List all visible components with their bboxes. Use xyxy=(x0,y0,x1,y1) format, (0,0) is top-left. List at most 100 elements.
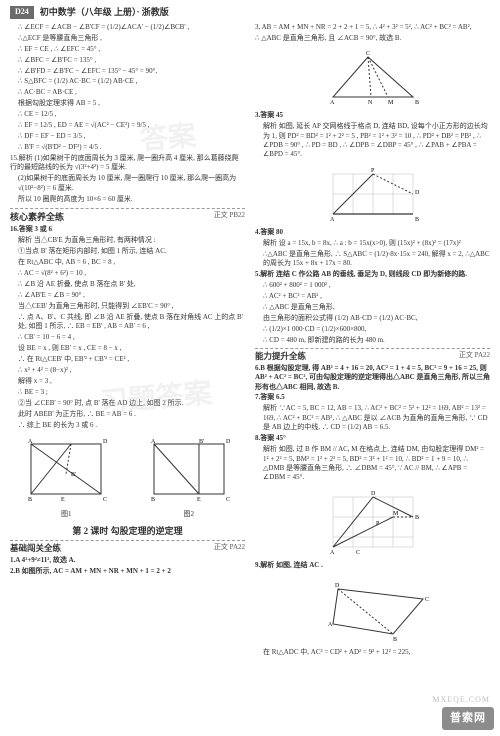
svg-text:N: N xyxy=(368,100,373,106)
svg-text:C: C xyxy=(356,550,360,556)
svg-text:D: D xyxy=(371,491,376,497)
svg-text:D: D xyxy=(335,583,340,589)
q5-step: ∴ (1/2)×1 000·CD = (1/2)×600×800, xyxy=(255,325,490,334)
q16-step: 解析 当△CB'E 为直角三角形时, 有两种情况 : xyxy=(10,236,245,245)
math-line: ∴△ECF 是等腰直角三角形 , xyxy=(10,34,245,43)
question-3: 3.答案 45 xyxy=(255,111,490,120)
q16-step: ∴ ∠AB'E = ∠B = 90° , xyxy=(10,291,245,300)
q16-step: ∴ ∠B 沿 AE 折叠, 使点 B 落在点 B' 处, xyxy=(10,280,245,289)
q5-step: 由三角形的面积公式得 (1/2) AB·CD = (1/2) AC·BC, xyxy=(255,314,490,323)
content-columns: ∴ ∠ECF = ∠ACB − ∠B'CF = (1/2)∠ACA' − (1/… xyxy=(0,23,500,659)
left-column: ∴ ∠ECF = ∠ACB − ∠B'CF = (1/2)∠ACA' − (1/… xyxy=(10,23,245,659)
figure-label: 图1 xyxy=(21,510,111,519)
q5-step: ∴ CD = 480 m, 即新建的路的长为 480 m. xyxy=(255,336,490,345)
math-line: ∴ △ABC 是直角三角形, 且 ∠ACB = 90°, 故选 B. xyxy=(255,34,490,43)
page-number-badge: D24 xyxy=(10,6,34,19)
svg-text:D: D xyxy=(103,439,108,445)
geometry-figure-icon: A D B C B' E xyxy=(21,434,111,504)
section-ref: 正文 PA22 xyxy=(459,351,490,360)
svg-text:C: C xyxy=(366,51,370,57)
figure-2: A D B C B' E 图2 xyxy=(144,434,234,519)
math-line: ∴ AC·BC = AB·CE , xyxy=(10,88,245,97)
math-line: ∴ DF = EF − ED = 3/5 , xyxy=(10,132,245,141)
q16-step: ∴ 点 A、B'、C 共线, 即 ∠B 沿 AE 折叠, 使点 B 落在对角线 … xyxy=(10,313,245,332)
svg-text:B: B xyxy=(415,217,419,223)
question-9: 9.解析 如图, 连结 AC . xyxy=(255,561,490,570)
svg-text:B: B xyxy=(393,637,397,643)
section-label: 核心素养全练 xyxy=(10,212,64,222)
q3-step: 解析 如图, 延长 AP 交网格线于格点 D, 连结 BD, 设每个小正方形的边… xyxy=(255,122,490,160)
geometry-figure-icon: A D B C B' E xyxy=(144,434,234,504)
question-1: 1.A 4²+9²≠11², 故选 A. xyxy=(10,556,245,565)
svg-text:A: A xyxy=(330,217,335,223)
figure-grid: A B P D xyxy=(255,164,490,224)
question-8: 8.答案 45° xyxy=(255,434,490,443)
math-line: ∴ ∠BFC = ∠B'FC = 135° , xyxy=(10,56,245,65)
question-15: 15.解析 (1)如果树干的底面周长为 3 厘米, 爬一圈升高 4 厘米, 那么… xyxy=(10,154,245,173)
math-line: ∴ EF = CE , ∴ ∠EFC = 45° , xyxy=(10,45,245,54)
q5-step: ∴ 600² + 800² = 1 000² , xyxy=(255,281,490,290)
right-column: 3, AB = AM + MN + NR = 2 + 2 + 1 = 5, ∴ … xyxy=(255,23,490,659)
lesson-heading: 第 2 课时 勾股定理的逆定理 xyxy=(10,525,245,537)
q8-step: 解析 如图, 过 B 作 BM // AC, M 在格点上, 连结 DM, 由勾… xyxy=(255,445,490,483)
svg-text:B: B xyxy=(415,100,419,106)
question-5: 5.解析 连结 C 作公路 AB 的垂线, 垂足为 D, 则线段 CD 即为新修… xyxy=(255,270,490,279)
q16-step: ②当 ∠CEB' = 90° 时, 点 B' 落在 AD 边上, 如图 2 所示… xyxy=(10,399,245,408)
q4-step: ∴△ABC 是直角三角形, ∴ S△ABC = (1/2)·8x·15x = 2… xyxy=(255,250,490,269)
section-ref: 正文 PB22 xyxy=(214,211,245,220)
quadrilateral-figure-icon: D C B A xyxy=(308,574,438,644)
q16-step: 此时 ABEB' 为正方形, ∴ BE = AB = 6 . xyxy=(10,410,245,419)
figure-grid-2: A B D M P C xyxy=(255,487,490,557)
figure-pair: A D B C B' E 图1 A D B C B' xyxy=(10,434,245,519)
svg-text:D: D xyxy=(226,439,231,445)
brand-badge: 普索网 xyxy=(442,707,494,730)
q16-step: ∴ CB' = 10 − 6 = 4 , xyxy=(10,333,245,342)
section-ref: 正文 PA22 xyxy=(214,543,245,552)
q5-step: ∴ AC² + BC² = AB² , xyxy=(255,292,490,301)
q16-step: 在 Rt△ABC 中, AB = 6 , BC = 8 , xyxy=(10,258,245,267)
brand-sub: MXEQE.COM xyxy=(432,695,490,706)
math-line: ∴ EF = 12/5 , ED = AE = √(AC² − CE²) = 9… xyxy=(10,121,245,130)
svg-text:P: P xyxy=(371,168,375,174)
grid-figure-icon: A B D M P C xyxy=(318,487,428,557)
svg-text:C: C xyxy=(103,497,107,503)
svg-text:B: B xyxy=(415,515,419,521)
q16-step: ∴ BE = 3 ; xyxy=(10,388,245,397)
page-title: 初中数学（八年级 上册）· 浙教版 xyxy=(40,6,169,18)
math-line: ∴ B'F = √(B'D² − DF²) = 4/5 . xyxy=(10,143,245,152)
svg-text:C: C xyxy=(226,497,230,503)
question-15c: 所以 10 圈爬的高度为 10×6 = 60 厘米. xyxy=(10,195,245,204)
q16-step: 设 BE = x , 则 EB' = x , CE = 8 − x , xyxy=(10,344,245,353)
svg-text:B: B xyxy=(151,497,155,503)
q4-step: 解析 设 a = 15x, b = 8x, ∴ a : b = 15x(x>0)… xyxy=(255,239,490,248)
question-16: 16.答案 3 或 6 xyxy=(10,225,245,234)
question-4: 4.答案 80 xyxy=(255,228,490,237)
svg-text:A: A xyxy=(28,439,33,445)
figure-triangle: A B C N M xyxy=(255,47,490,107)
grid-figure-icon: A B P D xyxy=(318,164,428,224)
svg-text:M: M xyxy=(388,100,394,106)
section-title: 核心素养全练 正文 PB22 xyxy=(10,208,245,223)
svg-text:D: D xyxy=(415,190,420,196)
page-header: D24 初中数学（八年级 上册）· 浙教版 xyxy=(0,0,500,23)
q16-step: 当△CEB' 为直角三角形时, 只能得到 ∠EB'C = 90° , xyxy=(10,302,245,311)
q16-step: ∴ x² + 4² = (8−x)² , xyxy=(10,366,245,375)
svg-text:A: A xyxy=(330,100,335,106)
question-6: 6.B 根据勾股定理, 得 AB² = 4 + 16 = 20, AC² = 1… xyxy=(255,364,490,392)
q16-step: ∴ 在 Rt△CEB' 中, EB'² + CB'² = CE² , xyxy=(10,355,245,364)
svg-text:B': B' xyxy=(199,439,204,445)
svg-text:C: C xyxy=(425,597,429,603)
math-line: 3, AB = AM + MN + NR = 2 + 2 + 1 = 5, ∴ … xyxy=(255,23,490,32)
section-title: 能力提升全练 正文 PA22 xyxy=(255,348,490,362)
figure-quad: D C B A xyxy=(255,574,490,644)
question-2: 2.B 如图所示, AC = AM + MN + NR + MN + 1 = 2… xyxy=(10,567,245,576)
section-label: 能力提升全练 xyxy=(255,351,306,361)
svg-text:A: A xyxy=(151,439,156,445)
figure-1: A D B C B' E 图1 xyxy=(21,434,111,519)
svg-text:E: E xyxy=(197,497,201,503)
q16-step: 解得 x = 3 , xyxy=(10,377,245,386)
triangle-figure-icon: A B C N M xyxy=(313,47,433,107)
math-line: ∴ ∠B'FD = ∠B'FC − ∠EFC = 135° − 45° = 90… xyxy=(10,67,245,76)
svg-text:B: B xyxy=(28,497,32,503)
svg-text:A: A xyxy=(330,550,335,556)
